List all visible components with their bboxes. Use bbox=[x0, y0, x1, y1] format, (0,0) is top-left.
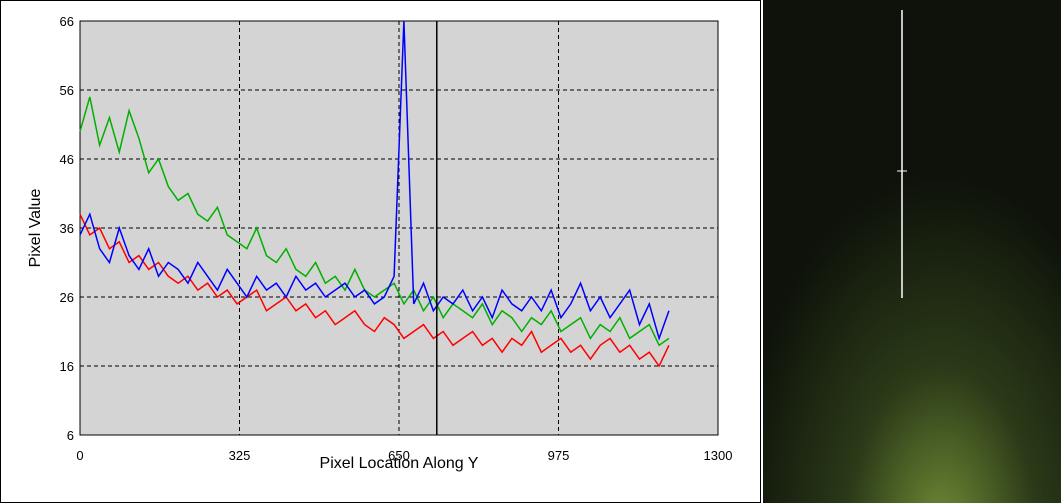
x-tick-label: 650 bbox=[388, 448, 410, 463]
y-tick-label: 6 bbox=[67, 428, 74, 443]
series-line bbox=[79, 213, 670, 368]
x-tick-label: 975 bbox=[548, 448, 570, 463]
y-tick-label: 36 bbox=[60, 221, 74, 236]
x-tick-label: 0 bbox=[76, 448, 83, 463]
plot: 6 16 26 36 46 56 66 0 325 650 975 1300 bbox=[60, 14, 733, 463]
x-tick-label: 325 bbox=[229, 448, 251, 463]
x-tick-label: 1300 bbox=[704, 448, 733, 463]
series-line bbox=[79, 20, 670, 341]
sky-image bbox=[763, 0, 1061, 503]
y-axis-label: Pixel Value bbox=[27, 188, 44, 267]
series-line bbox=[79, 96, 670, 347]
y-tick-label: 66 bbox=[60, 14, 74, 29]
y-tick-label: 26 bbox=[60, 290, 74, 305]
y-tick-label: 46 bbox=[60, 152, 74, 167]
y-tick-label: 56 bbox=[60, 83, 74, 98]
y-tick-label: 16 bbox=[60, 359, 74, 374]
x-axis-label: Pixel Location Along Y bbox=[320, 455, 479, 472]
